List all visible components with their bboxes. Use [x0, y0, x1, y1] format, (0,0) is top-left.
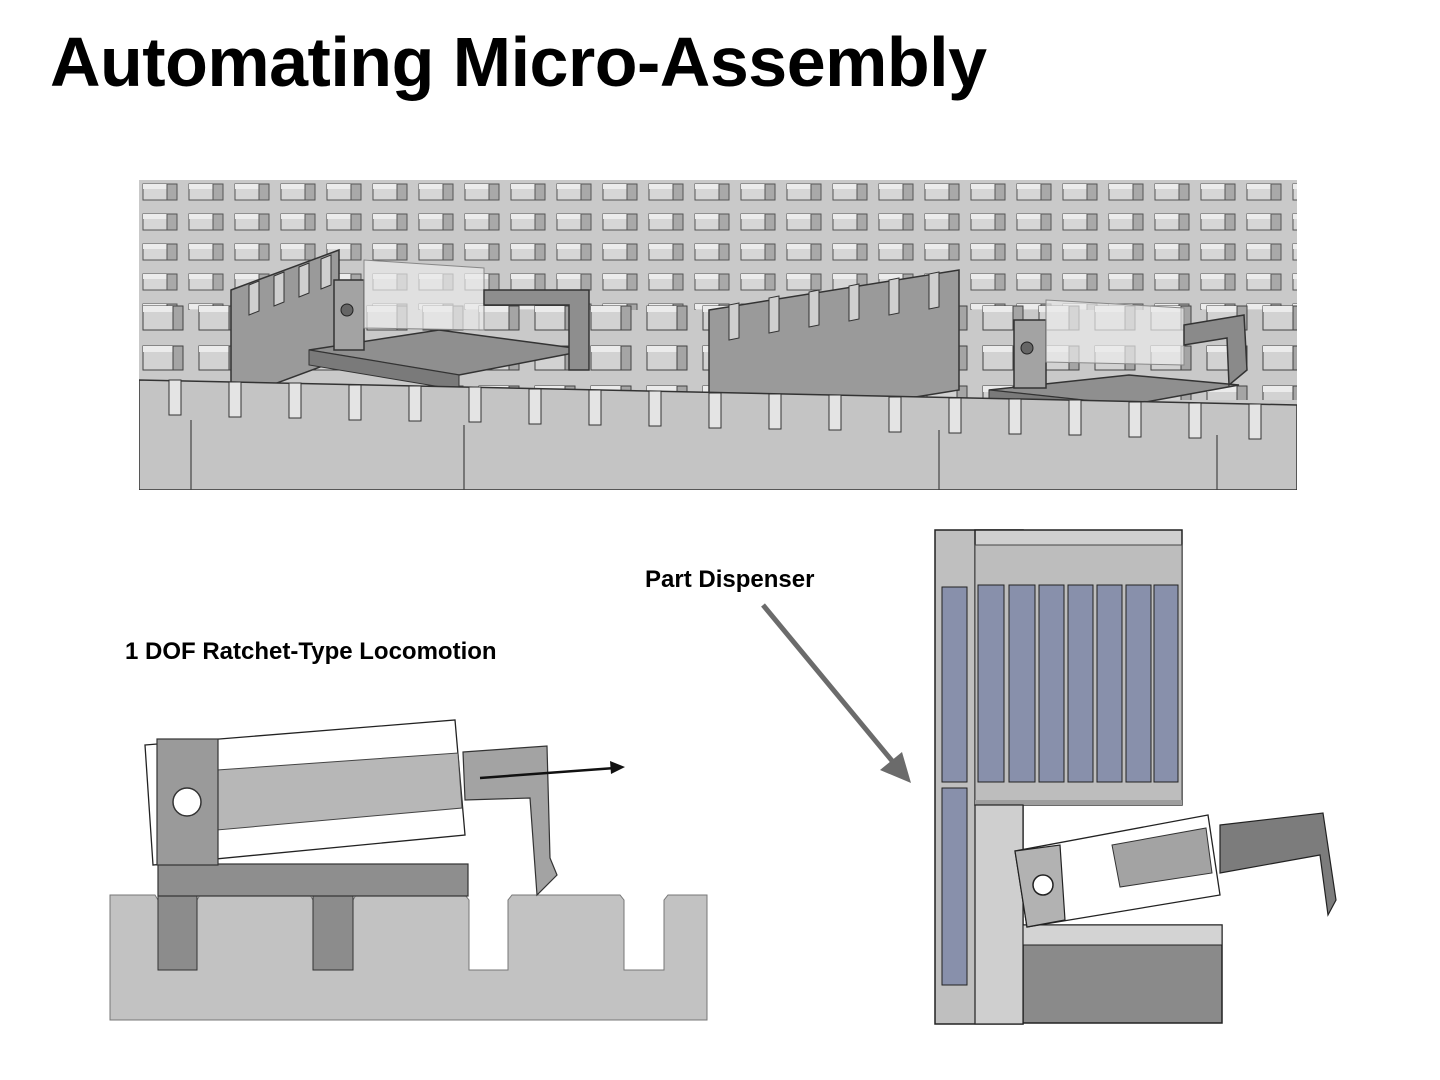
comb-wall-middle	[708, 269, 960, 431]
slide-title: Automating Micro-Assembly	[50, 23, 987, 101]
micro-assembly-render	[139, 180, 1297, 490]
ratchet-locomotion-diagram	[109, 719, 708, 1021]
motion-arrow-head	[610, 761, 625, 774]
ratchet-leg-2	[312, 894, 354, 971]
locomotion-label: 1 DOF Ratchet-Type Locomotion	[125, 638, 497, 665]
ejected-carrier	[1014, 812, 1337, 928]
comb-wall-front	[139, 379, 1297, 490]
dispenser-label: Part Dispenser	[645, 566, 815, 593]
ratchet-platform	[157, 863, 469, 897]
carrier-left	[308, 259, 590, 391]
ratchet-base	[109, 894, 708, 1021]
dispenser-column	[974, 804, 1024, 1025]
ratchet-leg-1	[157, 894, 198, 971]
ratchet-hook	[462, 745, 558, 897]
motion-arrow	[479, 766, 616, 780]
part-dispenser-diagram	[934, 529, 1337, 1025]
ratchet-pivot-hole	[172, 787, 202, 817]
part-magazine	[941, 584, 1179, 986]
